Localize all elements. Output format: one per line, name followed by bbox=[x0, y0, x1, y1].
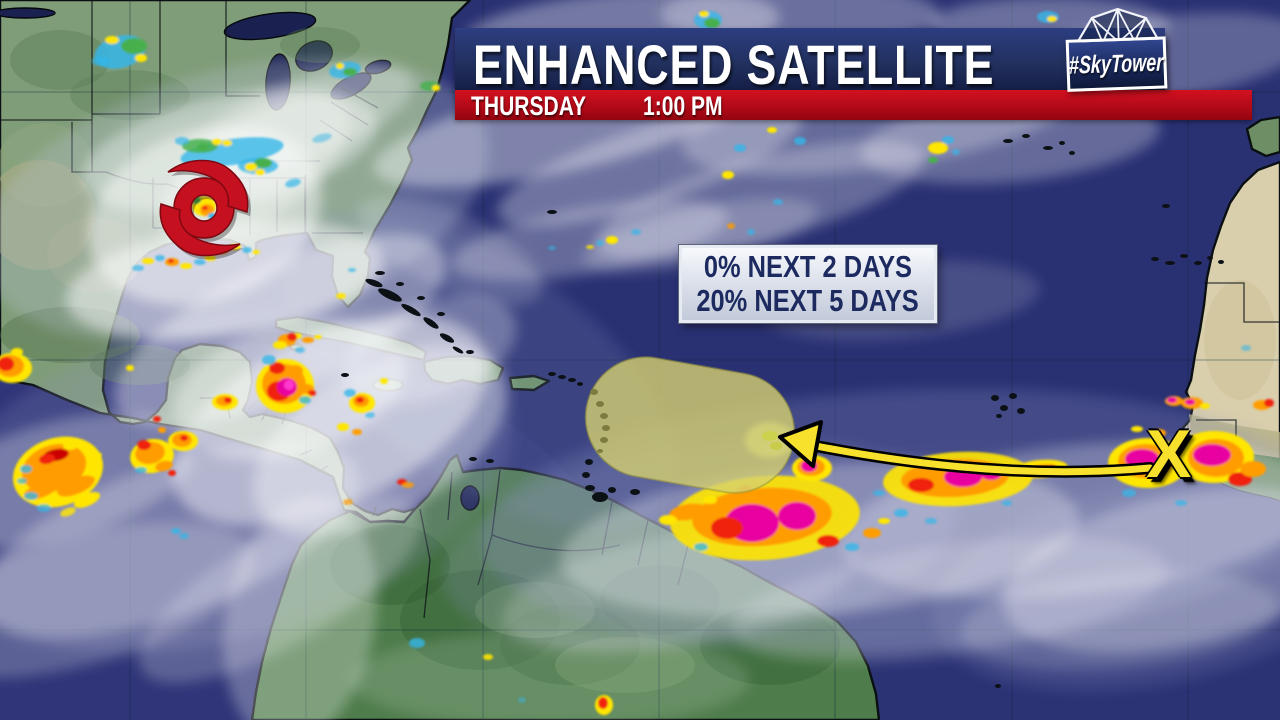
development-arrow bbox=[778, 420, 1156, 478]
skytower-dome-icon bbox=[1075, 7, 1160, 45]
skytower-logo: #SkyTower bbox=[1062, 0, 1175, 98]
development-area bbox=[584, 356, 796, 494]
page-title: ENHANCED SATELLITE bbox=[473, 33, 995, 96]
day-label: THURSDAY bbox=[471, 91, 587, 121]
brand-label: #SkyTower bbox=[1069, 47, 1164, 80]
outlook-box: 0% NEXT 2 DAYS 20% NEXT 5 DAYS bbox=[679, 245, 937, 323]
islands bbox=[341, 134, 1224, 688]
skytower-badge: #SkyTower bbox=[1065, 36, 1168, 92]
outlook-line-2: 20% NEXT 5 DAYS bbox=[696, 283, 920, 318]
header-bar: ENHANCED SATELLITE bbox=[455, 28, 1165, 96]
x-marker: X bbox=[1146, 416, 1192, 492]
datetime-bar: THURSDAY 1:00 PM bbox=[455, 90, 1252, 121]
time-label: 1:00 PM bbox=[643, 91, 723, 121]
outlook-line-1: 0% NEXT 2 DAYS bbox=[703, 249, 913, 284]
tropical-storm-icon bbox=[159, 159, 251, 260]
